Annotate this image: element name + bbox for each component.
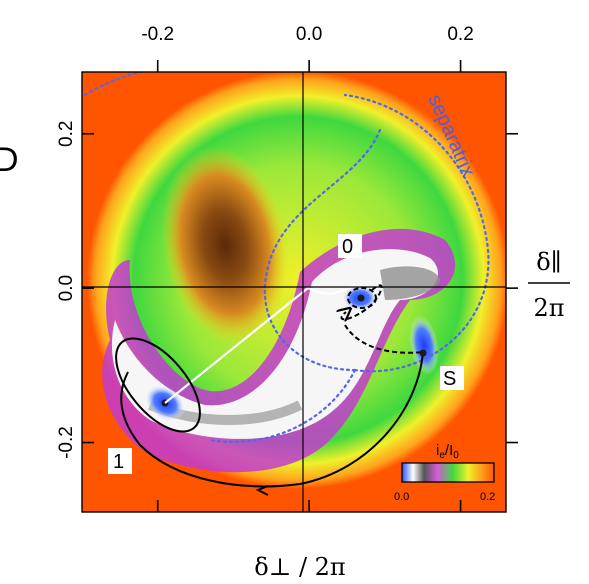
panel-label: D (0, 141, 19, 179)
zero-lines (82, 72, 506, 512)
label-1: 1 (113, 451, 124, 473)
label-S: S (443, 368, 456, 390)
y-axis-label-numerator: δ∥ (536, 248, 562, 276)
trajectories (115, 284, 427, 496)
axis-ticks (82, 60, 518, 512)
x-tick-label: 0.2 (447, 24, 473, 45)
x-tick-label: -0.2 (141, 24, 174, 45)
y-axis-label-denominator: 2π (533, 294, 564, 322)
label-0: 0 (342, 236, 353, 258)
plot-frame (81, 71, 507, 513)
y-tick-label: -0.2 (56, 426, 77, 459)
state-labels: 0 S 1 (108, 234, 464, 474)
axis-tick-labels: -0.2 0.0 0.2 0.2 0.0 -0.2 (56, 24, 474, 459)
colorbar-max: 0.2 (480, 491, 495, 503)
x-axis-label: δ⊥ / 2π (254, 553, 345, 581)
y-tick-label: 0.0 (56, 275, 77, 301)
x-tick-label: 0.0 (296, 24, 322, 45)
colorbar-label: ie/I0 (436, 442, 459, 461)
y-axis-label: δ∥ 2π (528, 248, 570, 322)
colorbar: 0.0 0.2 ie/I0 (394, 442, 495, 503)
y-tick-label: 0.2 (56, 121, 77, 147)
colorbar-min: 0.0 (394, 491, 409, 503)
